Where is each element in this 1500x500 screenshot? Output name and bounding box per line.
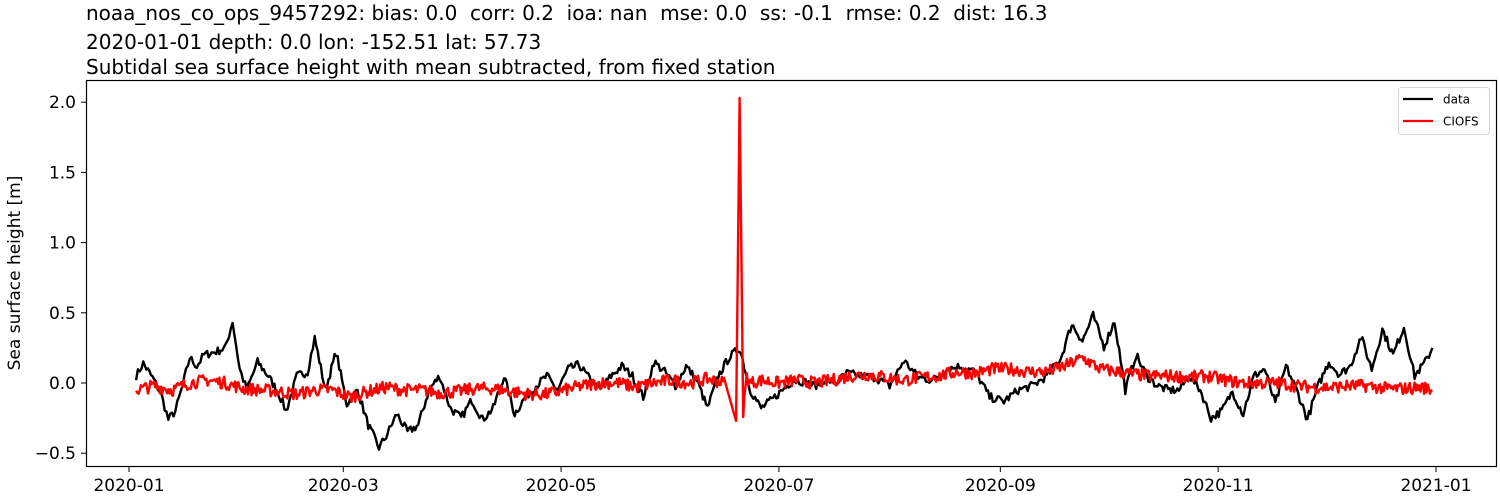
y-tick-label: 1.5 bbox=[49, 163, 76, 183]
series-line-ciofs bbox=[135, 96, 1434, 423]
axes-frame bbox=[85, 79, 1498, 468]
x-tick-label: 2021-01 bbox=[1400, 476, 1471, 496]
legend-data-label: data bbox=[1443, 93, 1470, 107]
chart-title-stats: noaa_nos_co_ops_9457292: bias: 0.0 corr:… bbox=[86, 1, 1048, 25]
y-axis: −0.5 0.0 0.5 1.0 1.5 2.0 bbox=[35, 93, 86, 464]
x-tick-label: 2020-09 bbox=[965, 476, 1036, 496]
y-tick-label: 2.0 bbox=[49, 93, 76, 113]
y-axis-label: Sea surface height [m] bbox=[5, 176, 25, 371]
y-tick-label: 0.5 bbox=[49, 304, 76, 324]
x-tick-label: 2020-03 bbox=[308, 476, 379, 496]
y-tick-label: 1.0 bbox=[49, 234, 76, 254]
plot-area bbox=[134, 96, 1434, 451]
x-tick-label: 2020-11 bbox=[1183, 476, 1254, 496]
x-tick-label: 2020-05 bbox=[526, 476, 597, 496]
chart-title-description: Subtidal sea surface height with mean su… bbox=[86, 55, 776, 79]
legend: data CIOFS bbox=[1398, 87, 1490, 135]
series-line-data bbox=[134, 310, 1434, 451]
x-axis: 2020-01 2020-03 2020-05 2020-07 2020-09 2020-… bbox=[93, 467, 1472, 496]
y-tick-label: 0.0 bbox=[49, 374, 76, 394]
x-tick-label: 2020-01 bbox=[93, 476, 164, 496]
chart-title-station-info: 2020-01-01 depth: 0.0 lon: -152.51 lat: … bbox=[86, 30, 542, 54]
y-tick-label: −0.5 bbox=[35, 444, 76, 464]
legend-model-label: CIOFS bbox=[1443, 115, 1479, 129]
x-tick-label: 2020-07 bbox=[743, 476, 814, 496]
